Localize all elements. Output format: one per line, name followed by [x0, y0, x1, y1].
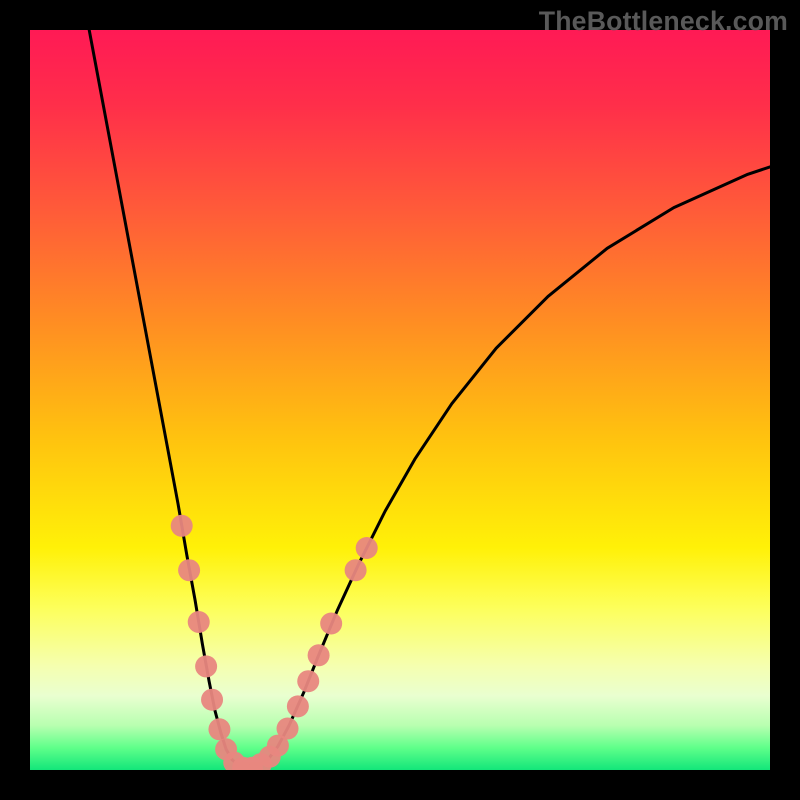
- data-marker: [308, 644, 330, 666]
- data-marker: [356, 537, 378, 559]
- data-marker: [297, 670, 319, 692]
- data-marker: [287, 695, 309, 717]
- data-marker: [208, 718, 230, 740]
- frame: TheBottleneck.com: [0, 0, 800, 800]
- bottleneck-curve-chart: [30, 30, 770, 770]
- data-marker: [188, 611, 210, 633]
- data-marker: [195, 655, 217, 677]
- chart-background: [30, 30, 770, 770]
- data-marker: [320, 612, 342, 634]
- watermark-text: TheBottleneck.com: [539, 6, 788, 37]
- data-marker: [277, 718, 299, 740]
- data-marker: [345, 559, 367, 581]
- data-marker: [201, 689, 223, 711]
- data-marker: [178, 559, 200, 581]
- plot-area: [30, 30, 770, 770]
- data-marker: [171, 515, 193, 537]
